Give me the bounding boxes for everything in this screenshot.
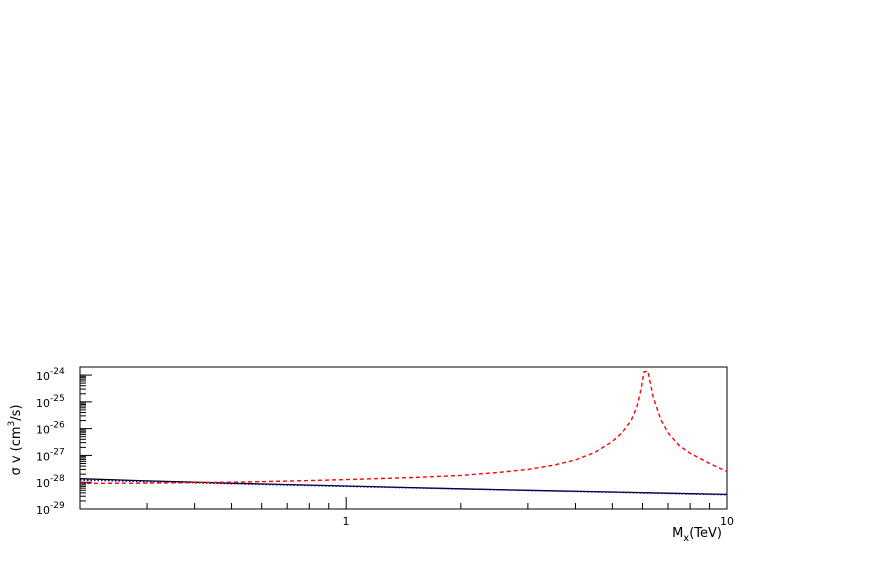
y-tick-label-1: 10-28	[36, 474, 65, 490]
y-tick-label-2: 10-27	[36, 447, 65, 463]
y-tick-label-0: 10-29	[36, 501, 65, 517]
x-tick-label-1: 1	[343, 515, 350, 528]
x-axis-title: Mx(TeV)	[672, 526, 722, 544]
series-line-dashed	[79, 370, 728, 485]
x-tick-labels: 1 10	[343, 515, 735, 528]
series-layer	[79, 370, 728, 496]
y-tick-label-4: 10-25	[36, 394, 65, 410]
y-tick-label-3: 10-26	[36, 421, 65, 437]
plot-frame	[79, 366, 728, 510]
y-tick-labels: 10-29 10-28 10-27 10-26 10-25 10-24	[36, 367, 65, 517]
y-axis-title: σ v (cm3/s)	[7, 404, 24, 475]
axis-ticks	[79, 366, 728, 510]
y-tick-label-5: 10-24	[36, 367, 65, 383]
x-tick-label-10: 10	[720, 515, 734, 528]
series-line-dotted	[79, 479, 728, 496]
